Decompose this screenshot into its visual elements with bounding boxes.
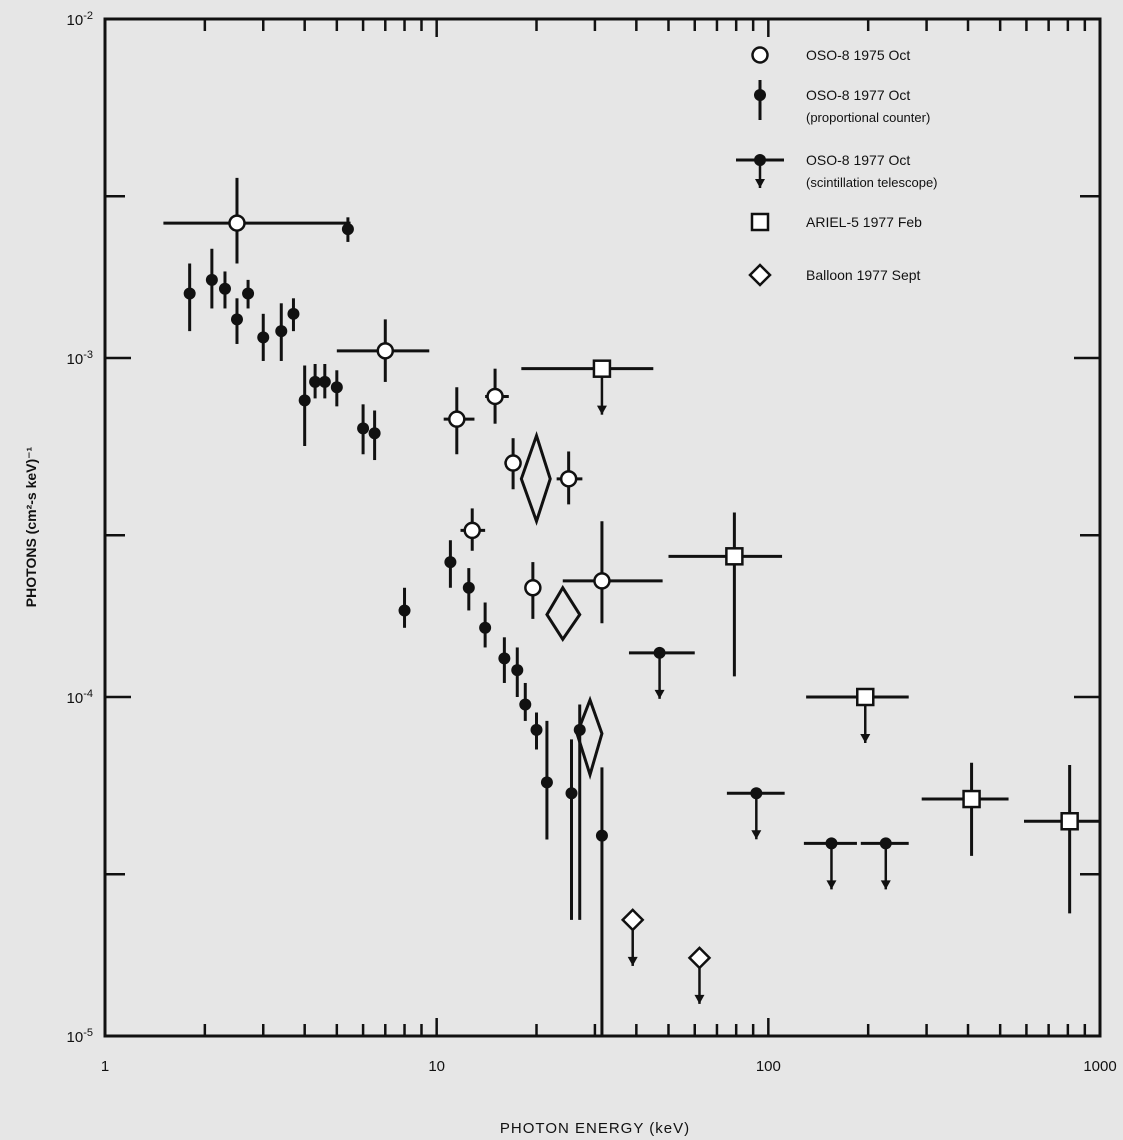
series-0-point-4 <box>463 521 481 540</box>
series-2-point-2 <box>825 837 838 850</box>
series-2-point-0 <box>653 646 666 659</box>
series-3-point-4 <box>1060 812 1079 831</box>
series-0-point-7 <box>524 579 542 597</box>
x-tick-label: 1 <box>101 1058 109 1075</box>
legend-0-marker <box>751 46 769 64</box>
series-0 <box>163 177 663 624</box>
series-1-point-15 <box>398 604 411 617</box>
legend-2-marker <box>754 154 766 166</box>
x-tick-label: 1000 <box>1083 1058 1116 1075</box>
series-0-point-6 <box>559 470 578 488</box>
series-1-point-23 <box>540 776 553 789</box>
legend-2-note: (scintillation telescope) <box>806 175 938 190</box>
y-tick-label: 10-3 <box>67 349 93 368</box>
series-1-point-5 <box>257 331 270 344</box>
series-1-point-8 <box>298 394 311 407</box>
series-3-point-2 <box>856 687 875 707</box>
y-axis-label: PHOTONS (cm²-s keV)⁻¹ <box>23 446 39 607</box>
series-1-point-0 <box>183 287 196 300</box>
series-1-point-20 <box>511 664 524 677</box>
series-3-point-2-upper-limit-head <box>860 734 871 743</box>
series-1-point-7 <box>287 307 300 320</box>
series-2-point-2-upper-limit-head <box>826 880 837 890</box>
legend-2-label: OSO-8 1977 Oct <box>806 152 910 168</box>
series-1-point-12 <box>341 223 354 236</box>
legend: OSO-8 1975 Oct OSO-8 1977 Oct (proportiona… <box>736 46 938 287</box>
series-2-point-1-upper-limit-head <box>751 830 762 840</box>
series-1-point-4 <box>242 287 255 300</box>
series-2-point-3 <box>879 837 892 850</box>
data-marks <box>163 177 1100 1036</box>
series-3-point-0-upper-limit-head <box>596 405 607 415</box>
series-1-point-18 <box>479 621 492 634</box>
series-1-point-26 <box>595 829 608 842</box>
y-tick-label: 10-5 <box>67 1027 93 1046</box>
series-1-point-9 <box>309 375 322 388</box>
series-1-point-11 <box>330 381 343 394</box>
series-1-point-19 <box>498 652 511 665</box>
x-tick-labels: 1 10 100 1000 <box>101 1058 1117 1075</box>
series-1-point-13 <box>357 422 370 435</box>
series-4-point-1-diamond <box>545 584 582 642</box>
series-4-point-3 <box>620 908 645 932</box>
legend-0-label: OSO-8 1975 Oct <box>806 47 910 63</box>
series-1-point-14 <box>368 427 381 440</box>
legend-2-arrow-head <box>755 179 765 188</box>
series-1-point-2 <box>218 282 231 295</box>
legend-3-marker <box>750 212 770 232</box>
series-0-point-3 <box>486 387 504 406</box>
series-1 <box>183 217 608 1036</box>
series-4-point-4 <box>687 946 712 970</box>
y-tick-label: 10-2 <box>67 10 93 29</box>
x-tick-label: 100 <box>756 1058 781 1075</box>
series-1-point-17 <box>462 581 475 594</box>
series-1-point-22 <box>530 723 543 736</box>
legend-4-label: Balloon 1977 Sept <box>806 267 921 283</box>
x-axis-label: PHOTON ENERGY (keV) <box>500 1120 690 1137</box>
series-4-point-0-diamond <box>519 430 552 526</box>
series-0-point-8 <box>593 572 611 590</box>
series-3-point-3 <box>962 789 981 809</box>
legend-1-label: OSO-8 1977 Oct <box>806 87 910 103</box>
y-tick-labels: 10-2 10-3 10-4 10-5 <box>67 10 93 1046</box>
y-tick-label: 10-4 <box>67 688 93 707</box>
series-1-point-1 <box>205 273 218 286</box>
x-tick-label: 10 <box>428 1058 445 1075</box>
series-0-point-1 <box>376 342 395 360</box>
series-0-point-0 <box>228 214 246 232</box>
axis-ticks <box>105 19 1100 1036</box>
series-2-point-3-upper-limit-head <box>880 880 891 890</box>
series-1-point-6 <box>275 325 288 338</box>
series-0-point-5 <box>504 454 522 472</box>
series-4-point-4-upper-limit-head <box>694 994 705 1004</box>
series-3 <box>521 359 1100 914</box>
series-3-point-0 <box>592 359 612 378</box>
series-1-point-16 <box>444 556 457 569</box>
series-1-point-24 <box>565 787 578 800</box>
series-2 <box>628 646 909 890</box>
series-2-point-0-upper-limit-head <box>654 689 665 699</box>
legend-1-note: (proportional counter) <box>806 110 930 125</box>
series-4-point-2-diamond <box>575 695 604 780</box>
legend-3-label: ARIEL-5 1977 Feb <box>806 214 922 230</box>
series-4 <box>519 430 712 1004</box>
series-3-point-1 <box>725 547 744 566</box>
series-1-point-3 <box>230 313 243 326</box>
legend-4-marker <box>748 263 772 287</box>
series-4-point-3-upper-limit-head <box>627 956 638 966</box>
series-2-point-1 <box>750 787 763 800</box>
series-1-point-10 <box>318 375 331 388</box>
series-0-point-2 <box>448 410 466 428</box>
series-1-point-21 <box>519 698 532 711</box>
legend-1-marker <box>754 89 766 101</box>
